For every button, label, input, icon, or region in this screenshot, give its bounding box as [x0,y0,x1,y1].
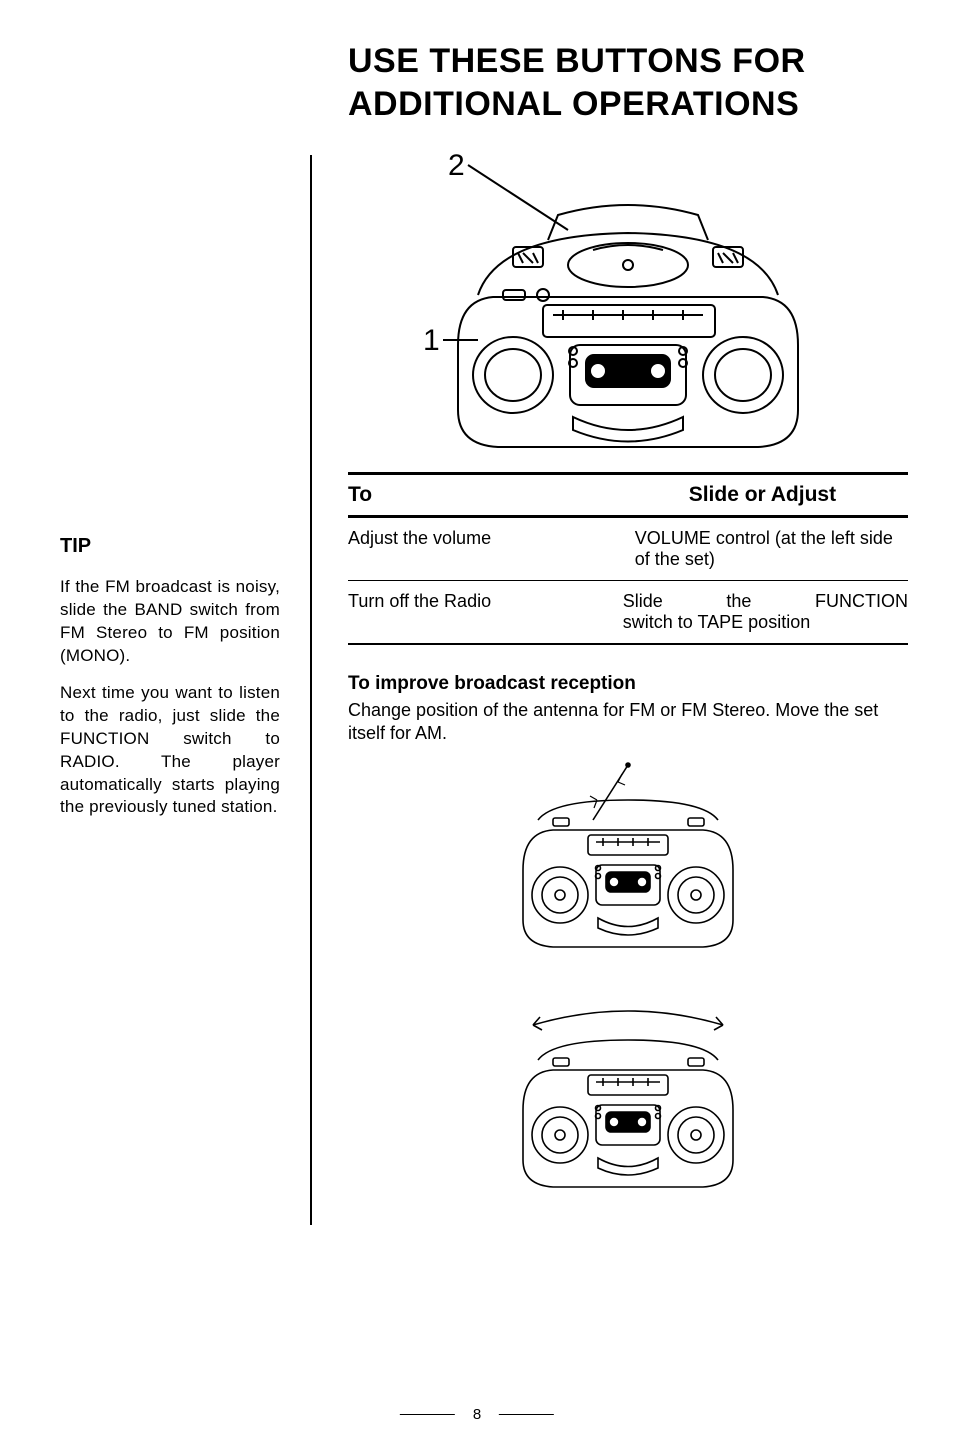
sidebar: TIP If the FM broadcast is noisy, slide … [60,40,290,1225]
table-row: Adjust the volume VOLUME control (at the… [348,518,908,580]
table-cell-action-2: Slide the FUNCTION switch to TAPE positi… [617,591,908,633]
tip-paragraph-2: Next time you want to listen to the radi… [60,682,280,820]
page-number: 8 [400,1406,554,1423]
page-number-value: 8 [473,1406,481,1423]
boombox-svg-top: 2 1 [348,145,908,455]
table-cell-to-1: Adjust the volume [348,528,617,570]
boombox-svg-bottom [448,760,808,1220]
table-header-slide: Slide or Adjust [617,483,908,507]
vertical-divider [310,155,312,1225]
tip-label: TIP [60,535,280,558]
page-number-line-right [499,1414,554,1415]
table-cell-to-2: Turn off the Radio [348,591,617,633]
improve-text: Change position of the antenna for FM or… [348,699,908,746]
page-number-line-left [400,1414,455,1415]
boombox-bottom-diagrams [348,760,908,1225]
page-title: USE THESE BUTTONS FOR ADDITIONAL OPERATI… [348,40,908,125]
operations-table: To Slide or Adjust Adjust the volume VOL… [348,472,908,645]
table-header: To Slide or Adjust [348,475,908,518]
diagram-label-1: 1 [423,324,440,357]
improve-reception-section: To improve broadcast reception Change po… [348,673,908,1225]
diagram-label-2: 2 [448,149,465,182]
table-cell-action-1: VOLUME control (at the left side of the … [617,528,908,570]
improve-title: To improve broadcast reception [348,673,908,695]
page-layout: TIP If the FM broadcast is noisy, slide … [60,40,894,1225]
table-row: Turn off the Radio Slide the FUNCTION sw… [348,580,908,643]
table-header-to: To [348,483,617,507]
tip-text: If the FM broadcast is noisy, slide the … [60,576,280,819]
main-content: USE THESE BUTTONS FOR ADDITIONAL OPERATI… [332,40,908,1225]
tip-paragraph-1: If the FM broadcast is noisy, slide the … [60,576,280,668]
boombox-top-diagram: 2 1 [348,145,908,460]
